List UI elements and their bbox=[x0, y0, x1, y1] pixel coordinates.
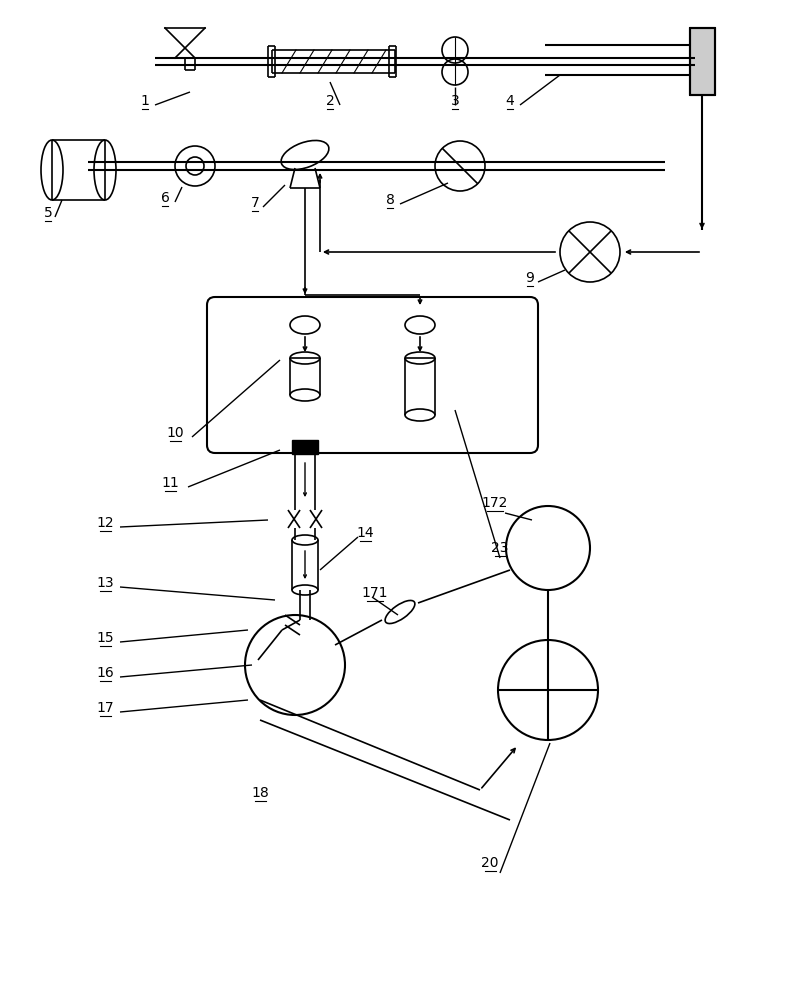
Text: 1: 1 bbox=[140, 94, 149, 108]
Text: 8: 8 bbox=[386, 193, 395, 207]
Bar bbox=[690, 28, 715, 95]
Text: 12: 12 bbox=[96, 516, 114, 530]
Text: 7: 7 bbox=[250, 196, 259, 210]
Text: 2: 2 bbox=[326, 94, 334, 108]
Text: 23: 23 bbox=[492, 541, 508, 555]
Text: 3: 3 bbox=[451, 94, 460, 108]
Text: 10: 10 bbox=[166, 426, 184, 440]
Text: 16: 16 bbox=[96, 666, 114, 680]
Text: 17: 17 bbox=[96, 701, 114, 715]
Text: 9: 9 bbox=[525, 271, 534, 285]
Text: 18: 18 bbox=[251, 786, 269, 800]
Text: 20: 20 bbox=[481, 856, 499, 870]
Text: 171: 171 bbox=[362, 586, 388, 600]
Text: 13: 13 bbox=[96, 576, 114, 590]
Text: 4: 4 bbox=[505, 94, 514, 108]
Text: 6: 6 bbox=[160, 191, 169, 205]
Text: 5: 5 bbox=[43, 206, 52, 220]
Text: 172: 172 bbox=[482, 496, 508, 510]
Bar bbox=[292, 440, 318, 454]
Text: 11: 11 bbox=[161, 476, 179, 490]
Text: 14: 14 bbox=[356, 526, 374, 540]
Text: 15: 15 bbox=[96, 631, 114, 645]
